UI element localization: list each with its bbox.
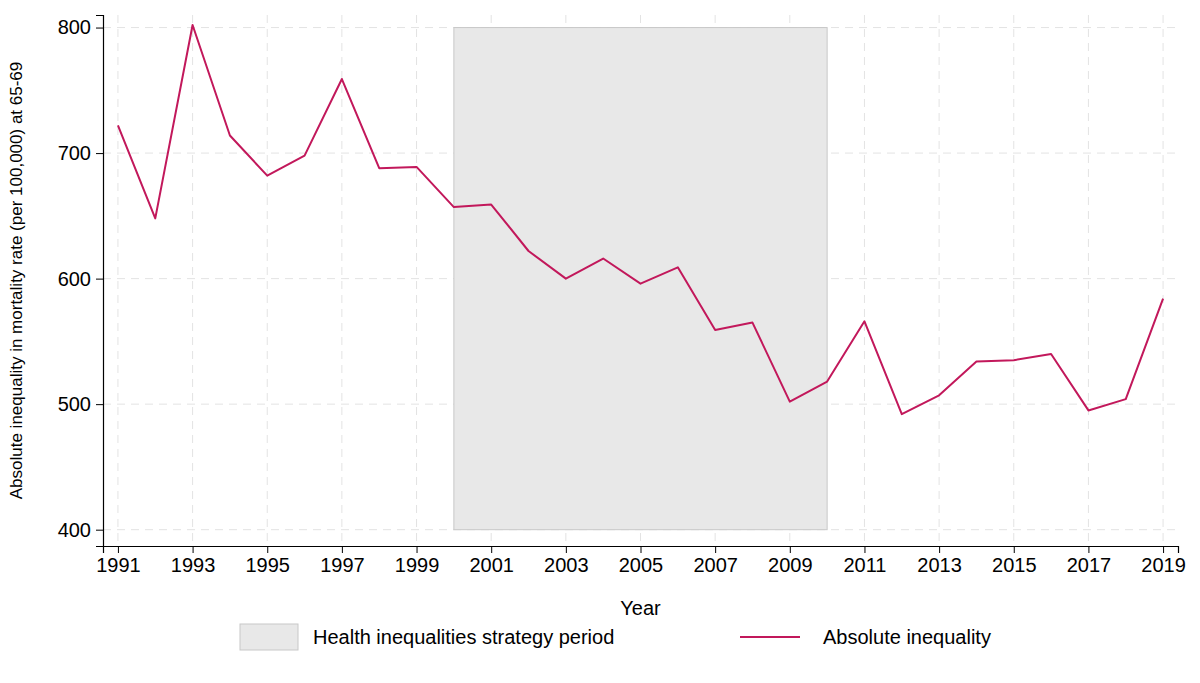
x-tick-mark	[118, 546, 119, 553]
x-tick-mark	[641, 546, 642, 553]
y-tick: 700	[58, 142, 103, 164]
x-tick-mark	[1163, 546, 1164, 553]
x-tick-mark	[1088, 546, 1089, 553]
x-axis-title: Year	[620, 597, 661, 619]
y-tick-mark	[96, 404, 103, 405]
x-tick-label: 1991	[96, 554, 141, 576]
y-tick: 400	[58, 519, 103, 541]
x-tick: 2011	[843, 546, 886, 576]
x-tick-mark	[939, 546, 940, 553]
grid-line-x	[864, 15, 865, 546]
x-tick: 1999	[395, 546, 440, 576]
shaded-band	[454, 28, 827, 530]
y-axis-line	[96, 16, 104, 547]
x-tick-mark	[417, 546, 418, 553]
y-tick-label: 600	[58, 268, 91, 290]
x-tick-mark	[342, 546, 343, 553]
legend: Health inequalities strategy period Absol…	[240, 624, 991, 650]
y-tick-mark	[96, 153, 103, 154]
grid-line-x	[267, 15, 268, 546]
x-tick-label: 2017	[1067, 554, 1112, 576]
y-tick-label: 400	[58, 519, 91, 541]
y-tick-mark	[96, 279, 103, 280]
y-axis-title: Absolute inequality in mortality rate (p…	[7, 62, 26, 500]
x-tick-label: 2005	[619, 554, 664, 576]
plot-area	[118, 25, 1163, 530]
x-tick: 2015	[992, 546, 1037, 576]
x-tick: 2017	[1067, 546, 1112, 576]
grid	[103, 15, 1178, 546]
x-tick: 1993	[171, 546, 216, 576]
x-tick-label: 2007	[693, 554, 738, 576]
x-tick: 1991	[96, 546, 141, 576]
grid-line-x	[117, 15, 118, 546]
x-tick-mark	[491, 546, 492, 553]
x-tick: 2003	[544, 546, 589, 576]
grid-line-x	[1163, 15, 1164, 546]
y-tick-mark	[96, 28, 103, 29]
x-tick-label: 1997	[320, 554, 365, 576]
y-tick-label: 500	[58, 393, 91, 415]
x-tick: 2009	[768, 546, 813, 576]
grid-line-x	[416, 15, 417, 546]
x-tick: 2001	[469, 546, 514, 576]
x-axis-line	[104, 547, 1179, 554]
x-tick-mark	[193, 546, 194, 553]
grid-line-x	[1088, 15, 1089, 546]
x-tick-label: 2009	[768, 554, 813, 576]
legend-swatch	[240, 624, 298, 650]
x-tick: 2013	[917, 546, 962, 576]
x-tick-mark	[1014, 546, 1015, 553]
x-tick-mark	[566, 546, 567, 553]
y-axis: 400 500 600 700 800	[58, 16, 104, 547]
x-tick-label: 2015	[992, 554, 1037, 576]
x-tick: 1997	[320, 546, 365, 576]
x-tick-label: 1999	[395, 554, 440, 576]
x-tick-label: 2013	[917, 554, 962, 576]
legend-swatch	[740, 636, 800, 638]
x-tick: 1995	[245, 546, 290, 576]
y-tick-label: 800	[58, 16, 91, 38]
x-tick: 2019	[1141, 546, 1186, 576]
x-tick-label: 1993	[171, 554, 216, 576]
x-tick: 2005	[619, 546, 664, 576]
x-tick-mark	[267, 546, 268, 553]
chart: 400 500 600 700 800 1991 1993 1995 1997 1999 2001 2…	[0, 0, 1200, 683]
y-tick-label: 700	[58, 142, 91, 164]
legend-label: Absolute inequality	[823, 626, 991, 648]
x-tick-mark	[864, 546, 865, 553]
grid-line-x	[192, 15, 193, 546]
y-tick-mark	[96, 530, 103, 531]
y-tick: 800	[58, 16, 103, 38]
grid-line-x	[939, 15, 940, 546]
x-tick-label: 2019	[1141, 554, 1186, 576]
x-tick-label: 2001	[469, 554, 514, 576]
x-tick-label: 2003	[544, 554, 589, 576]
x-axis: 1991 1993 1995 1997 1999 2001 2003 2005 2007 2009…	[96, 546, 1186, 576]
x-tick-mark	[715, 546, 716, 553]
x-tick-mark	[790, 546, 791, 553]
x-tick: 2007	[693, 546, 738, 576]
grid-line-x	[1013, 15, 1014, 546]
legend-label: Health inequalities strategy period	[313, 626, 614, 648]
x-tick-label: 1995	[245, 554, 290, 576]
grid-line-x	[341, 15, 342, 546]
y-tick: 600	[58, 268, 103, 290]
y-tick: 500	[58, 393, 103, 415]
x-tick-label: 2011	[843, 554, 886, 576]
data-line	[118, 25, 1163, 414]
